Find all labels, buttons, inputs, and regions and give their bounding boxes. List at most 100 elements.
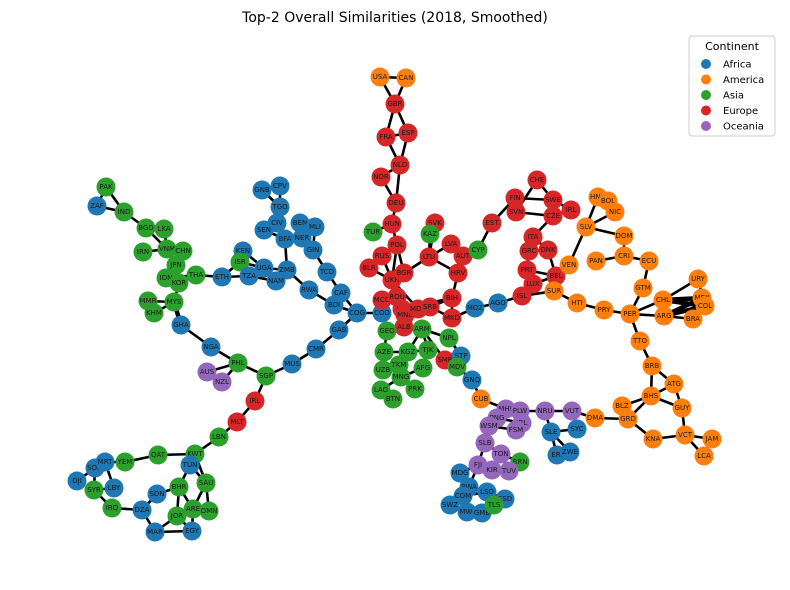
- legend-item-oceania: Oceania: [701, 121, 764, 133]
- node-mdg: MDG: [450, 463, 470, 483]
- node-vct: VCT: [675, 425, 695, 445]
- node-marker: [183, 499, 203, 519]
- node-cub: CUB: [471, 389, 491, 409]
- node-marker: [639, 251, 659, 271]
- node-dom: DOM: [614, 226, 634, 246]
- node-label: TLS: [487, 501, 501, 509]
- node-marker: [512, 286, 532, 306]
- node-label: GBR: [387, 100, 402, 108]
- node-marker: [543, 190, 563, 210]
- node-label: HRV: [451, 269, 466, 277]
- node-marker: [453, 246, 473, 266]
- node-sen: SEN: [254, 220, 274, 240]
- node-can: CAN: [396, 68, 416, 88]
- node-label: STP: [455, 352, 468, 360]
- node-label: IRL: [566, 206, 577, 214]
- node-marker: [212, 372, 232, 392]
- node-mrt: MRT: [95, 452, 115, 472]
- node-marker: [441, 234, 461, 254]
- node-jam: JAM: [702, 429, 722, 449]
- node-label: SRB: [423, 303, 437, 311]
- node-label: TUV: [501, 467, 516, 475]
- node-ago: AGO: [488, 293, 508, 313]
- node-label: BEL: [549, 272, 562, 280]
- node-cod: COD: [372, 303, 392, 323]
- node-vut: VUT: [562, 401, 582, 421]
- node-marker: [653, 290, 673, 310]
- node-marker: [169, 273, 189, 293]
- node-label: RWA: [301, 286, 317, 294]
- node-kna: KNA: [643, 429, 663, 449]
- node-marker: [484, 495, 504, 515]
- node-label: MCO: [374, 296, 391, 304]
- node-marker: [132, 500, 152, 520]
- node-marker: [654, 306, 674, 326]
- legend-label: Asia: [723, 91, 744, 102]
- node-label: ITA: [528, 233, 539, 241]
- node-marker: [386, 193, 406, 213]
- node-label: GAB: [331, 326, 346, 334]
- legend-label: Europe: [723, 106, 758, 117]
- node-fin: FIN: [505, 188, 525, 208]
- node-label: NAM: [268, 277, 284, 285]
- legend-marker: [701, 121, 711, 131]
- node-label: JPN: [169, 261, 182, 269]
- node-label: ZAF: [90, 202, 104, 210]
- node-marker: [562, 401, 582, 421]
- node-label: UZB: [376, 366, 391, 374]
- node-nzl: NZL: [212, 372, 232, 392]
- node-tuv: TUV: [499, 461, 519, 481]
- node-ben: BEN: [290, 213, 310, 233]
- node-label: MMR: [140, 297, 157, 305]
- node-lux: LUX: [523, 274, 543, 294]
- node-label: AUS: [200, 368, 215, 376]
- node-marker: [672, 398, 692, 418]
- node-label: AUT: [456, 252, 471, 260]
- node-label: PAN: [589, 257, 603, 265]
- node-label: SLV: [580, 223, 593, 231]
- node-marker: [664, 374, 684, 394]
- node-label: SWE: [545, 196, 561, 204]
- node-arm: ARM: [412, 319, 432, 339]
- node-label: IRL: [250, 397, 261, 405]
- node-label: ATG: [667, 380, 681, 388]
- node-marker: [144, 303, 164, 323]
- node-cyp: CYP: [468, 240, 488, 260]
- node-pol: POL: [387, 235, 407, 255]
- node-marker: [442, 288, 462, 308]
- node-per: PER: [620, 304, 640, 324]
- node-label: GHA: [173, 321, 189, 329]
- node-label: VCT: [678, 431, 693, 439]
- node-marker: [468, 240, 488, 260]
- node-marker: [306, 339, 326, 359]
- node-label: USA: [373, 73, 388, 81]
- node-label: SYC: [570, 425, 583, 433]
- node-bfa: BFA: [275, 229, 295, 249]
- node-label: EST: [485, 219, 499, 227]
- node-deu: DEU: [386, 193, 406, 213]
- node-tls: TLS: [484, 495, 504, 515]
- node-label: DEU: [389, 199, 404, 207]
- node-lbn: LBN: [209, 427, 229, 447]
- node-marker: [196, 473, 216, 493]
- node-marker: [420, 297, 440, 317]
- node-marker: [209, 427, 229, 447]
- node-khm: KHM: [144, 303, 164, 323]
- node-label: DNK: [540, 246, 556, 254]
- node-label: GTM: [635, 284, 651, 292]
- node-lca: LCA: [694, 446, 714, 466]
- node-eth: ETH: [212, 267, 232, 287]
- node-hun: HUN: [382, 214, 402, 234]
- node-label: BOL: [601, 197, 615, 205]
- node-label: MDG: [452, 469, 469, 477]
- node-label: DOM: [616, 232, 633, 240]
- node-label: HUN: [384, 220, 400, 228]
- node-blr: BLR: [359, 258, 379, 278]
- node-label: MLT: [230, 418, 244, 426]
- node-label: LVA: [445, 240, 457, 248]
- node-label: QAT: [151, 451, 166, 459]
- node-marker: [199, 501, 219, 521]
- node-label: MKD: [444, 314, 460, 322]
- node-isl: ISL: [512, 286, 532, 306]
